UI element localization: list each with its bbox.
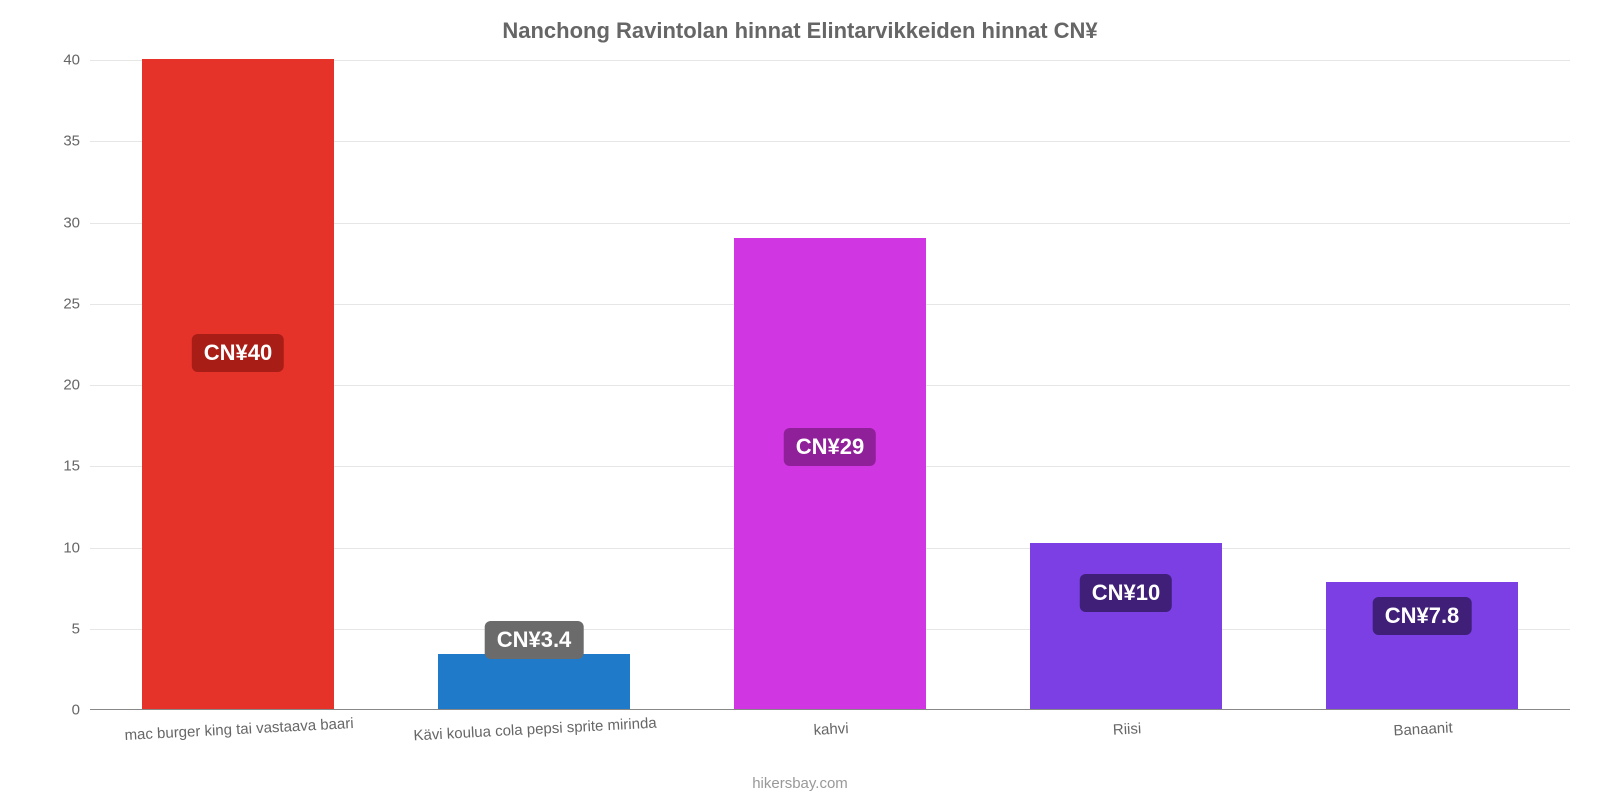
y-tick-label: 10: [63, 539, 90, 556]
y-tick-label: 15: [63, 458, 90, 475]
category-label: kahvi: [813, 708, 850, 739]
value-badge: CN¥3.4: [485, 621, 584, 659]
category-label: Banaanit: [1392, 707, 1453, 739]
chart-title: Nanchong Ravintolan hinnat Elintarvikkei…: [0, 18, 1600, 44]
y-tick-label: 35: [63, 133, 90, 150]
price-chart: Nanchong Ravintolan hinnat Elintarvikkei…: [0, 0, 1600, 800]
category-label: mac burger king tai vastaava baari: [124, 703, 355, 744]
value-badge: CN¥40: [192, 334, 284, 372]
plot-area: 0510152025303540CN¥40mac burger king tai…: [90, 60, 1570, 710]
y-tick-label: 30: [63, 214, 90, 231]
value-badge: CN¥29: [784, 428, 876, 466]
chart-footer: hikersbay.com: [0, 775, 1600, 792]
value-badge: CN¥7.8: [1373, 597, 1472, 635]
bar: [1030, 543, 1222, 709]
y-tick-label: 20: [63, 377, 90, 394]
value-badge: CN¥10: [1080, 574, 1172, 612]
bar: [734, 238, 926, 709]
y-tick-label: 5: [72, 620, 90, 637]
y-tick-label: 40: [63, 52, 90, 69]
bar: [438, 654, 630, 709]
y-tick-label: 0: [72, 702, 90, 719]
y-tick-label: 25: [63, 295, 90, 312]
bar: [142, 59, 334, 709]
category-label: Riisi: [1112, 708, 1142, 738]
